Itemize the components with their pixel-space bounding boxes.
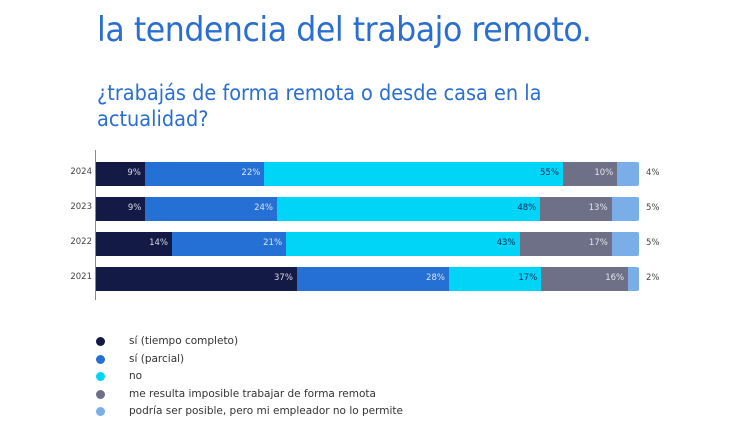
segment-value-label: 13% bbox=[588, 203, 608, 213]
chart-question: ¿trabajás de forma remota o desde casa e… bbox=[97, 81, 542, 131]
bar-segment-no: 55% bbox=[264, 162, 563, 186]
segment-value-label: 43% bbox=[496, 238, 516, 248]
bar-segment-not-allowed bbox=[628, 267, 639, 291]
segment-value-label: 21% bbox=[263, 238, 283, 248]
bar-segment-not-allowed bbox=[611, 232, 639, 256]
segment-value-label: 9% bbox=[127, 203, 142, 213]
bar-segment-partial: 28% bbox=[296, 267, 449, 291]
bar-segment-full-time: 14% bbox=[96, 232, 173, 256]
bar-segment-no: 43% bbox=[286, 232, 520, 256]
segment-value-label: 28% bbox=[426, 273, 445, 283]
legend-dot-icon bbox=[96, 372, 105, 381]
legend-dot-icon bbox=[96, 407, 105, 416]
segment-value-label: 14% bbox=[149, 238, 169, 248]
segment-value-label: 16% bbox=[605, 273, 625, 283]
bar-segment-impossible: 16% bbox=[541, 267, 629, 291]
bar-segment-not-allowed bbox=[611, 197, 639, 221]
bar-segment-partial: 22% bbox=[144, 162, 265, 186]
legend-label: sí (parcial) bbox=[129, 352, 185, 365]
legend-dot-icon bbox=[96, 389, 105, 399]
bar-row: 2021 37% 28% 17% 16% 2% bbox=[0, 267, 730, 291]
segment-value-label: 10% bbox=[594, 168, 614, 178]
stacked-bar: 9% 24% 48% 13% bbox=[96, 197, 639, 221]
bar-row: 2022 14% 21% 43% 17% 5% bbox=[0, 232, 730, 256]
year-label: 2021 bbox=[70, 272, 92, 282]
outside-value-label: 2% bbox=[646, 273, 660, 283]
bar-segment-partial: 21% bbox=[172, 232, 287, 256]
year-label: 2022 bbox=[70, 237, 92, 247]
segment-value-label: 9% bbox=[127, 168, 141, 178]
bar-segment-no: 17% bbox=[448, 267, 542, 291]
segment-value-label: 24% bbox=[254, 203, 273, 213]
bar-segment-not-allowed bbox=[617, 162, 639, 186]
legend-label: no bbox=[129, 370, 143, 382]
segment-value-label: 48% bbox=[517, 203, 537, 213]
bar-segment-impossible: 17% bbox=[519, 232, 612, 256]
segment-value-label: 22% bbox=[241, 168, 261, 178]
legend-label: me resulta imposible trabajar de forma r… bbox=[129, 387, 376, 400]
bar-segment-full-time: 9% bbox=[96, 162, 145, 186]
segment-value-label: 17% bbox=[588, 238, 608, 248]
stacked-bar: 9% 22% 55% 10% bbox=[96, 162, 639, 186]
outside-value-label: 5% bbox=[646, 238, 660, 248]
outside-value-label: 5% bbox=[646, 203, 660, 213]
bar-segment-full-time: 9% bbox=[96, 197, 146, 221]
segment-value-label: 37% bbox=[274, 273, 293, 283]
bar-row: 2024 9% 22% 55% 10% 4% bbox=[0, 162, 730, 186]
legend-label: podría ser posible, pero mi empleador no… bbox=[129, 405, 403, 417]
legend-dot-icon bbox=[96, 354, 105, 364]
bar-segment-full-time: 37% bbox=[96, 267, 297, 291]
outside-value-label: 4% bbox=[646, 168, 660, 178]
legend-dot-icon bbox=[96, 337, 105, 346]
page-title: la tendencia del trabajo remoto. bbox=[97, 10, 592, 50]
stacked-bar: 37% 28% 17% 16% bbox=[96, 267, 639, 291]
bar-segment-impossible: 13% bbox=[540, 197, 612, 221]
year-label: 2023 bbox=[70, 202, 92, 212]
stacked-bar: 14% 21% 43% 17% bbox=[96, 232, 639, 256]
year-label: 2024 bbox=[70, 167, 92, 177]
y-axis-line bbox=[95, 150, 96, 300]
bar-segment-no: 48% bbox=[276, 197, 541, 221]
legend-label: sí (tiempo completo) bbox=[129, 335, 239, 347]
bar-row: 2023 9% 24% 48% 13% 5% bbox=[0, 197, 730, 221]
bar-segment-partial: 24% bbox=[145, 197, 277, 221]
segment-value-label: 17% bbox=[518, 273, 538, 283]
segment-value-label: 55% bbox=[540, 168, 559, 178]
bar-segment-impossible: 10% bbox=[562, 162, 618, 186]
